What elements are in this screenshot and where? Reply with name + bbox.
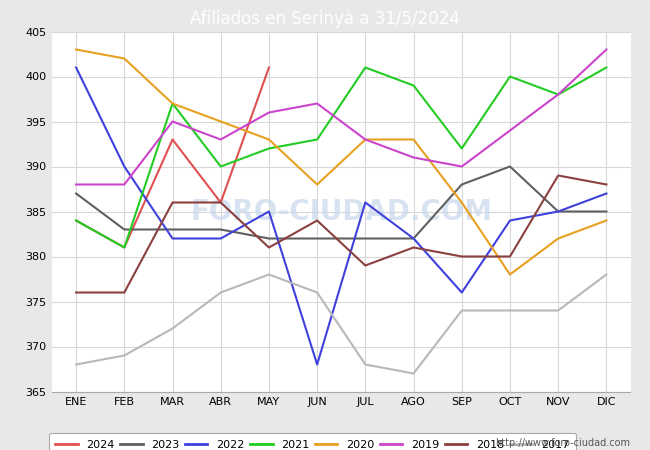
Legend: 2024, 2023, 2022, 2021, 2020, 2019, 2018, 2017: 2024, 2023, 2022, 2021, 2020, 2019, 2018… [49,433,576,450]
Text: http://www.foro-ciudad.com: http://www.foro-ciudad.com [495,438,630,448]
Text: FORO-CIUDAD.COM: FORO-CIUDAD.COM [190,198,492,225]
Text: Afiliados en Serinyà a 31/5/2024: Afiliados en Serinyà a 31/5/2024 [190,9,460,28]
